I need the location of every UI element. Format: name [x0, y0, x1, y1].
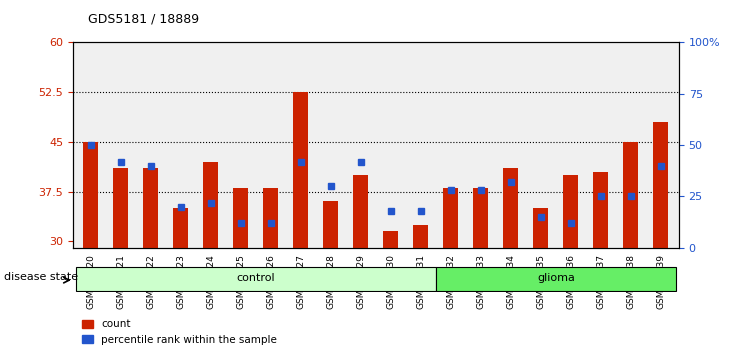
Bar: [443, 188, 458, 248]
FancyBboxPatch shape: [76, 267, 436, 291]
Bar: [474, 188, 488, 248]
Bar: [623, 142, 639, 248]
Bar: [353, 175, 369, 248]
Text: GDS5181 / 18889: GDS5181 / 18889: [88, 12, 199, 25]
Bar: [564, 175, 578, 248]
FancyBboxPatch shape: [436, 267, 676, 291]
Bar: [204, 162, 218, 248]
Bar: [383, 231, 399, 248]
Text: glioma: glioma: [537, 273, 575, 283]
Bar: [504, 168, 518, 248]
Bar: [83, 142, 99, 248]
Bar: [174, 208, 188, 248]
Text: control: control: [237, 273, 275, 283]
Bar: [413, 225, 429, 248]
Bar: [653, 122, 669, 248]
Legend: count, percentile rank within the sample: count, percentile rank within the sample: [78, 315, 281, 349]
Bar: [593, 172, 608, 248]
Bar: [293, 92, 309, 248]
Text: disease state: disease state: [4, 273, 78, 282]
Bar: [234, 188, 248, 248]
Bar: [113, 168, 128, 248]
Bar: [264, 188, 278, 248]
Bar: [534, 208, 548, 248]
Bar: [323, 201, 339, 248]
Bar: [144, 168, 158, 248]
